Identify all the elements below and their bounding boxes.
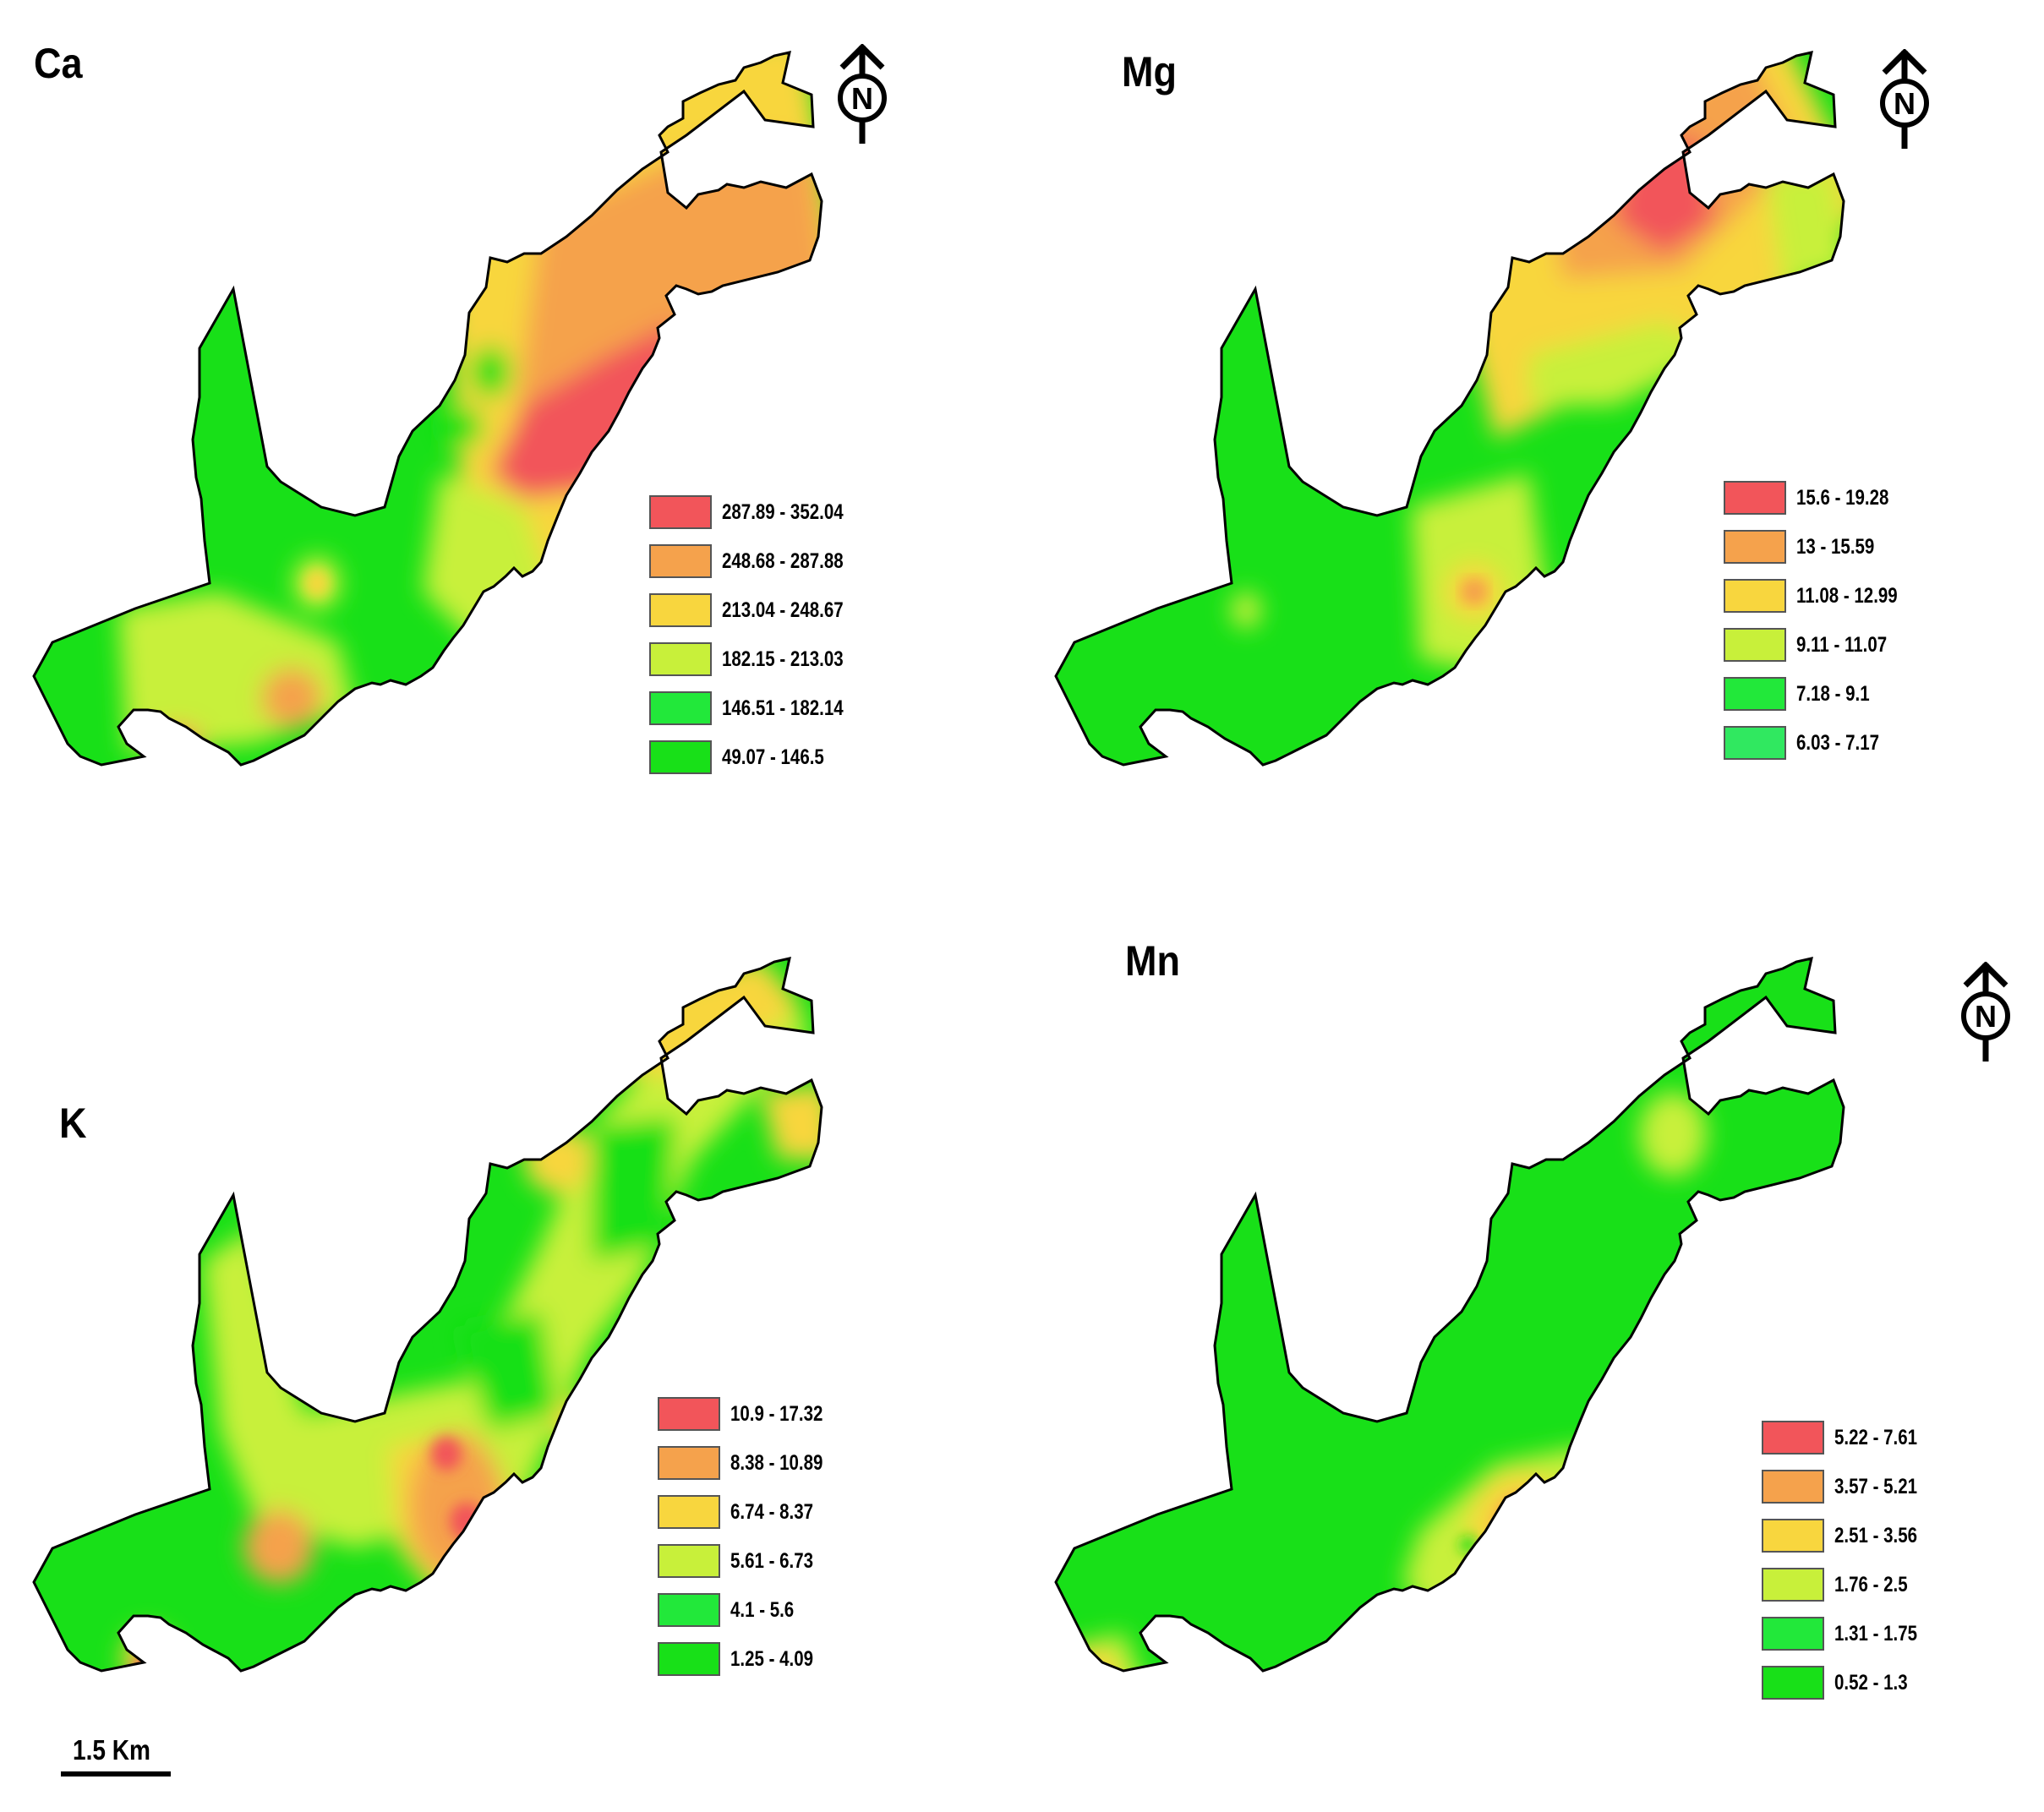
legend-item: 6.03 - 7.17 <box>1724 718 1920 767</box>
legend-label: 1.31 - 1.75 <box>1834 1621 1918 1646</box>
north-arrow-icon: N <box>1876 48 1935 159</box>
legend-swatch <box>649 691 712 725</box>
mn-map <box>1054 957 1845 1673</box>
legend-item: 4.1 - 5.6 <box>658 1586 843 1635</box>
legend-item: 0.52 - 1.3 <box>1762 1658 1936 1707</box>
scale-bar: 1.5 Km <box>61 1734 171 1777</box>
legend-label: 8.38 - 10.89 <box>730 1450 823 1475</box>
legend-swatch <box>1762 1666 1824 1700</box>
panel-k: K 10.9 - 17.32 8.38 - 10.89 6.74 - 8.37 … <box>0 906 1022 1812</box>
panel-mg: Mg N 15.6 - 19.28 13 - 15.59 11.08 - 12.… <box>1022 0 2044 906</box>
legend-swatch <box>649 593 712 627</box>
legend-label: 2.51 - 3.56 <box>1834 1523 1918 1547</box>
panel-mn: Mn N 5.22 - 7.61 3.57 - 5.21 2.51 - 3.56… <box>1022 906 2044 1812</box>
legend-item: 49.07 - 146.5 <box>649 733 870 782</box>
legend-item: 6.74 - 8.37 <box>658 1487 843 1536</box>
north-letter: N <box>851 81 873 116</box>
legend-label: 5.61 - 6.73 <box>730 1548 814 1573</box>
legend-swatch <box>1724 481 1786 515</box>
legend-item: 11.08 - 12.99 <box>1724 571 1920 620</box>
legend-label: 248.68 - 287.88 <box>722 549 844 573</box>
legend-item: 182.15 - 213.03 <box>649 635 870 684</box>
legend-label: 6.74 - 8.37 <box>730 1499 814 1524</box>
k-legend: 10.9 - 17.32 8.38 - 10.89 6.74 - 8.37 5.… <box>658 1389 843 1684</box>
north-letter: N <box>1975 999 1997 1034</box>
legend-swatch <box>658 1446 720 1480</box>
panel-ca: Ca N 287.89 - 352.04 248.68 - 287.88 213… <box>0 0 1022 906</box>
legend-swatch <box>649 495 712 529</box>
legend-label: 6.03 - 7.17 <box>1796 730 1880 755</box>
legend-label: 7.18 - 9.1 <box>1796 681 1870 706</box>
scale-bar-label: 1.5 Km <box>73 1734 150 1766</box>
legend-swatch <box>1762 1617 1824 1651</box>
legend-item: 287.89 - 352.04 <box>649 488 870 537</box>
ca-title: Ca <box>34 40 83 87</box>
legend-label: 49.07 - 146.5 <box>722 745 824 769</box>
legend-label: 182.15 - 213.03 <box>722 647 844 671</box>
legend-item: 2.51 - 3.56 <box>1762 1511 1936 1560</box>
legend-label: 5.22 - 7.61 <box>1834 1425 1918 1449</box>
legend-label: 1.76 - 2.5 <box>1834 1572 1908 1596</box>
legend-item: 5.22 - 7.61 <box>1762 1413 1936 1462</box>
legend-label: 10.9 - 17.32 <box>730 1401 823 1426</box>
legend-swatch <box>1724 628 1786 662</box>
legend-swatch <box>1762 1568 1824 1602</box>
legend-swatch <box>658 1495 720 1529</box>
north-arrow-icon: N <box>833 43 893 154</box>
legend-label: 11.08 - 12.99 <box>1796 583 1898 608</box>
legend-swatch <box>649 740 712 774</box>
legend-swatch <box>649 642 712 676</box>
legend-item: 10.9 - 17.32 <box>658 1389 843 1438</box>
legend-item: 5.61 - 6.73 <box>658 1536 843 1586</box>
k-title: K <box>59 1100 87 1147</box>
legend-swatch <box>1762 1470 1824 1504</box>
mn-title: Mn <box>1125 937 1180 985</box>
legend-swatch <box>1724 579 1786 613</box>
legend-label: 3.57 - 5.21 <box>1834 1474 1918 1498</box>
mn-legend: 5.22 - 7.61 3.57 - 5.21 2.51 - 3.56 1.76… <box>1762 1413 1936 1707</box>
legend-item: 248.68 - 287.88 <box>649 537 870 586</box>
legend-swatch <box>1724 530 1786 564</box>
legend-item: 1.76 - 2.5 <box>1762 1560 1936 1609</box>
legend-item: 15.6 - 19.28 <box>1724 473 1920 522</box>
legend-swatch <box>1762 1421 1824 1455</box>
legend-swatch <box>658 1593 720 1627</box>
legend-swatch <box>658 1642 720 1676</box>
legend-label: 213.04 - 248.67 <box>722 598 844 622</box>
legend-label: 0.52 - 1.3 <box>1834 1670 1908 1695</box>
legend-item: 13 - 15.59 <box>1724 522 1920 571</box>
legend-item: 146.51 - 182.14 <box>649 684 870 733</box>
legend-swatch <box>658 1544 720 1578</box>
legend-swatch <box>658 1397 720 1431</box>
mg-legend: 15.6 - 19.28 13 - 15.59 11.08 - 12.99 9.… <box>1724 473 1920 767</box>
legend-label: 4.1 - 5.6 <box>730 1597 795 1622</box>
mg-map <box>1054 51 1845 767</box>
legend-label: 13 - 15.59 <box>1796 534 1875 559</box>
north-arrow-icon: N <box>1957 961 2016 1072</box>
legend-item: 213.04 - 248.67 <box>649 586 870 635</box>
legend-swatch <box>1762 1519 1824 1553</box>
legend-label: 15.6 - 19.28 <box>1796 485 1889 510</box>
legend-item: 3.57 - 5.21 <box>1762 1462 1936 1511</box>
legend-label: 146.51 - 182.14 <box>722 696 844 720</box>
legend-item: 1.31 - 1.75 <box>1762 1609 1936 1658</box>
mg-title: Mg <box>1122 48 1177 96</box>
legend-swatch <box>1724 677 1786 711</box>
legend-item: 9.11 - 11.07 <box>1724 620 1920 669</box>
north-letter: N <box>1894 86 1916 121</box>
legend-label: 287.89 - 352.04 <box>722 499 844 524</box>
ca-map <box>32 51 823 767</box>
legend-swatch <box>649 544 712 578</box>
scale-bar-line <box>61 1771 171 1777</box>
legend-swatch <box>1724 726 1786 760</box>
legend-label: 9.11 - 11.07 <box>1796 632 1888 657</box>
legend-item: 7.18 - 9.1 <box>1724 669 1920 718</box>
legend-item: 1.25 - 4.09 <box>658 1635 843 1684</box>
ca-legend: 287.89 - 352.04 248.68 - 287.88 213.04 -… <box>649 488 870 782</box>
legend-label: 1.25 - 4.09 <box>730 1646 814 1671</box>
legend-item: 8.38 - 10.89 <box>658 1438 843 1487</box>
k-map <box>32 957 823 1673</box>
